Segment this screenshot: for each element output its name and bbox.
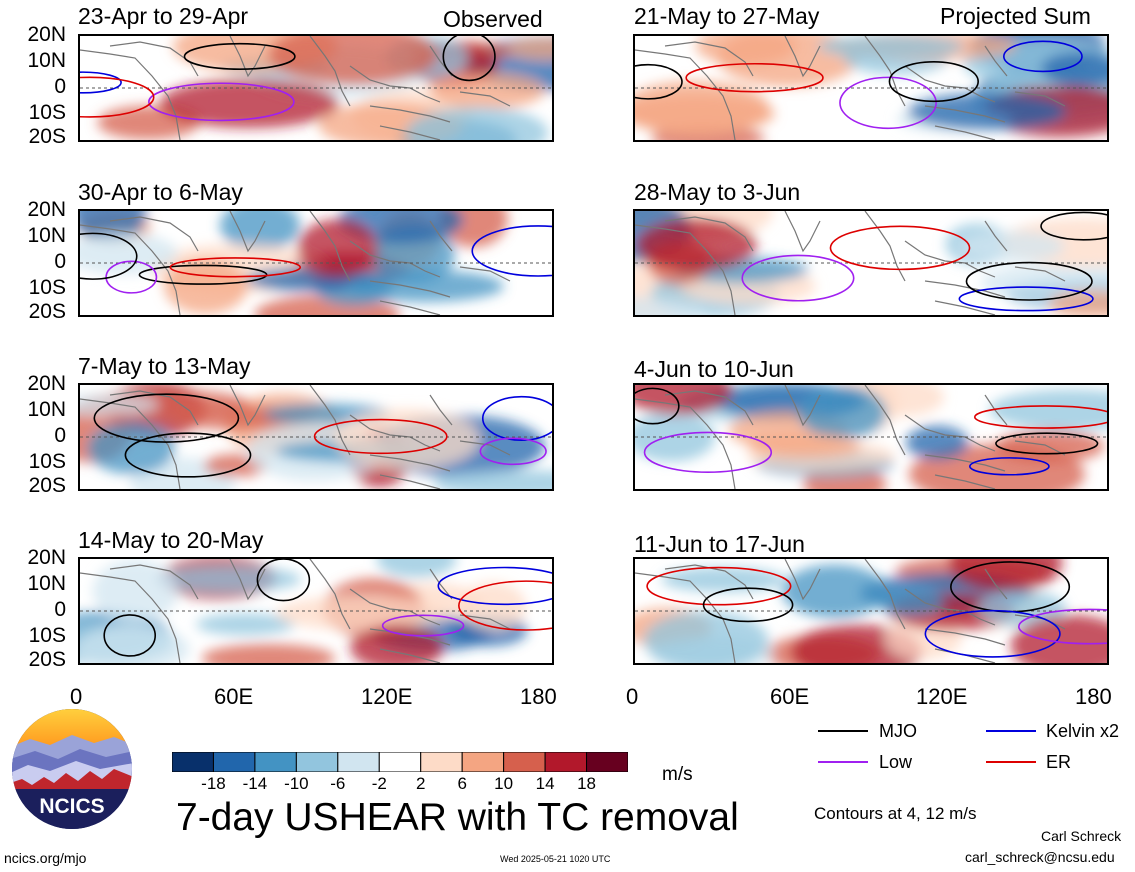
map-panel-obs-3: [78, 383, 554, 491]
legend-label-kelvin: Kelvin x2: [1046, 721, 1120, 741]
y-label-row4-0: 20N: [27, 546, 66, 569]
colorbar-swatch-0: [171, 751, 214, 773]
colorbar-swatch-5: [378, 751, 422, 773]
legend-label-er: ER: [1046, 752, 1072, 772]
y-label-row4-2: 0: [54, 598, 66, 621]
y-label-row3-3: 10S: [28, 450, 66, 473]
ncics-logo: NCICS: [10, 707, 134, 831]
footer-author: Carl Schreck: [1041, 828, 1122, 844]
map-panel-obs-2: [78, 209, 554, 317]
colorbar-swatch-7: [461, 751, 505, 773]
panel-title-proj-4: 11-Jun to 17-Jun: [634, 531, 805, 557]
panel-title-proj-2: 28-May to 3-Jun: [634, 179, 801, 205]
colorbar-label-9: 18: [577, 774, 596, 793]
y-label-row2-0: 20N: [27, 198, 66, 221]
legend-label-low: Low: [879, 752, 913, 772]
x-label-60e-left: 60E: [214, 684, 254, 709]
y-label-row3-2: 0: [54, 424, 66, 447]
y-label-row3-1: 10N: [27, 398, 66, 421]
observed-label: Observed: [443, 6, 543, 32]
logo-text: NCICS: [39, 795, 104, 818]
map-panel-proj-2: [633, 209, 1109, 317]
x-label-120e-right: 120E: [916, 684, 968, 709]
y-label-row4-4: 20S: [28, 648, 66, 671]
y-label-row2-3: 10S: [28, 276, 66, 299]
panel-title-obs-1: 23-Apr to 29-Apr: [78, 3, 249, 29]
footer-email: carl_schreck@ncsu.edu: [965, 849, 1115, 865]
x-label-180-left: 180: [520, 684, 557, 709]
colorbar-units: m/s: [662, 764, 693, 785]
map-panel-proj-1: [633, 34, 1109, 142]
y-label-row1-1: 10N: [27, 49, 66, 72]
x-label-180-right: 180: [1075, 684, 1112, 709]
main-title: 7-day USHEAR with TC removal: [176, 796, 739, 839]
y-label-row1-0: 20N: [27, 23, 66, 46]
colorbar-label-5: 2: [415, 774, 426, 793]
panel-title-obs-2: 30-Apr to 6-May: [78, 179, 243, 205]
colorbar-label-0: -18: [201, 774, 226, 793]
y-label-row2-4: 20S: [28, 300, 66, 323]
colorbar-label-2: -10: [284, 774, 309, 793]
map-panel-proj-3: [633, 383, 1109, 491]
y-label-row1-3: 10S: [28, 101, 66, 124]
y-label-row4-1: 10N: [27, 572, 66, 595]
y-label-row2-1: 10N: [27, 224, 66, 247]
legend-label-mjo: MJO: [879, 721, 917, 741]
x-label-60e-right: 60E: [770, 684, 810, 709]
x-label-0-left: 0: [70, 684, 83, 709]
y-label-row3-4: 20S: [28, 474, 66, 497]
colorbar-label-4: -2: [371, 774, 387, 793]
y-label-row3-0: 20N: [27, 372, 66, 395]
colorbar-swatch-4: [337, 751, 380, 773]
x-label-120e-left: 120E: [361, 684, 413, 709]
footer-site: ncics.org/mjo: [4, 850, 87, 866]
map-panel-proj-4: [633, 557, 1109, 665]
map-panel-obs-1: [78, 34, 554, 142]
legend: [818, 722, 1135, 779]
colorbar-label-8: 14: [535, 774, 555, 793]
colorbar-swatch-8: [503, 751, 546, 773]
colorbar-label-6: 6: [457, 774, 467, 793]
colorbar: [171, 751, 629, 777]
x-label-0-right: 0: [626, 684, 639, 709]
colorbar-label-3: -6: [330, 774, 346, 793]
y-label-row2-2: 0: [54, 250, 66, 273]
colorbar-label-1: -14: [242, 774, 268, 793]
colorbar-swatch-6: [420, 751, 463, 773]
colorbar-swatch-9: [544, 751, 588, 773]
panel-title-obs-4: 14-May to 20-May: [78, 527, 264, 553]
y-label-row4-3: 10S: [28, 624, 66, 647]
colorbar-swatch-2: [254, 751, 297, 773]
panel-title-obs-3: 7-May to 13-May: [78, 353, 251, 379]
panel-title-proj-3: 4-Jun to 10-Jun: [634, 356, 794, 382]
contours-note: Contours at 4, 12 m/s: [814, 804, 977, 823]
footer-timestamp: Wed 2025-05-21 1020 UTC: [500, 854, 611, 864]
projected-sum-label: Projected Sum: [940, 3, 1091, 29]
y-label-row1-2: 0: [54, 75, 66, 98]
colorbar-swatch-10: [586, 751, 629, 773]
colorbar-label-7: 10: [494, 774, 514, 793]
panel-title-proj-1: 21-May to 27-May: [634, 3, 820, 29]
y-label-row1-4: 20S: [28, 125, 66, 148]
colorbar-swatch-3: [295, 751, 339, 773]
colorbar-swatch-1: [212, 751, 256, 773]
map-panel-obs-4: [78, 557, 554, 665]
